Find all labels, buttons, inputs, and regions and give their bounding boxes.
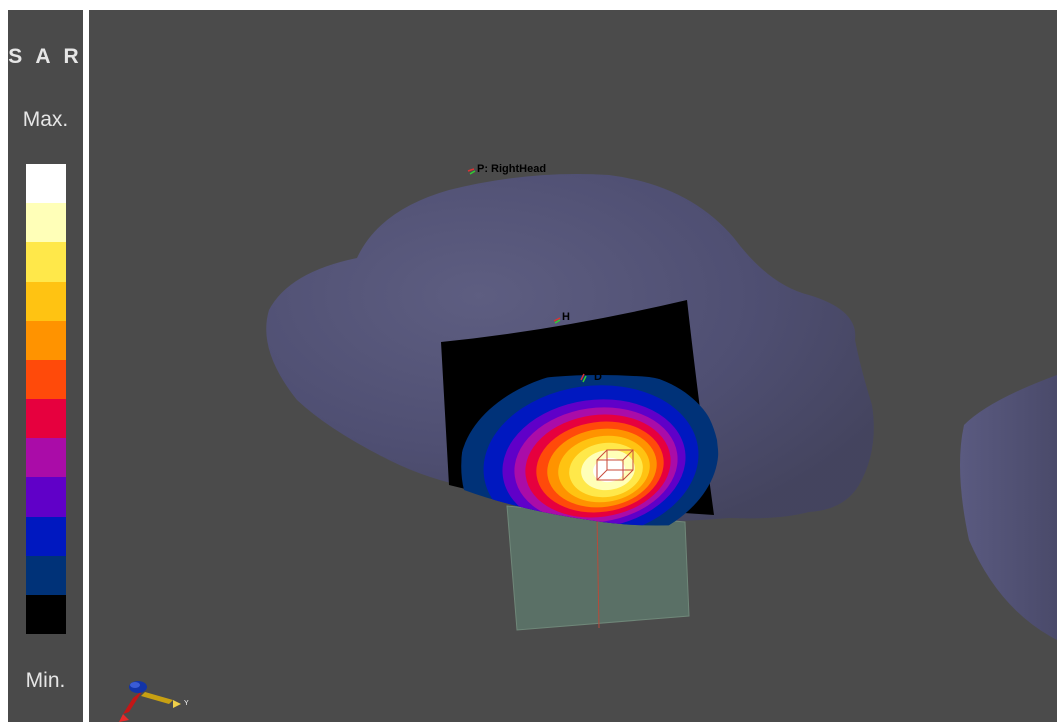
colorbar-swatch-5 xyxy=(26,359,66,400)
axis-triad-icon: Y xyxy=(119,681,189,722)
colorbar-swatch-3 xyxy=(26,281,66,321)
colorbar-swatch-4 xyxy=(26,320,66,360)
legend-max-label: Max. xyxy=(22,108,69,131)
axis-y-label: Y xyxy=(184,700,189,707)
sar-legend-panel: S A R Max. Min. xyxy=(8,10,83,722)
sar-colorbar xyxy=(26,164,66,635)
h-marker-label: H xyxy=(562,311,570,323)
device-axis-line xyxy=(596,514,600,629)
colorbar-swatch-11 xyxy=(26,594,66,635)
probe-wireframe xyxy=(596,449,634,481)
h-marker[interactable]: H xyxy=(553,311,570,324)
phantom-label: P: RightHead xyxy=(477,163,546,175)
legend-min-label: Min. xyxy=(25,669,66,692)
scene-canvas: P: RightHead H D Y xyxy=(119,163,1057,722)
panel-divider xyxy=(83,10,89,722)
colorbar-swatch-7 xyxy=(26,438,66,478)
legend-title: S A R xyxy=(8,45,83,68)
d-marker[interactable]: D xyxy=(580,371,602,383)
colorbar-swatch-10 xyxy=(26,555,66,595)
colorbar-swatch-9 xyxy=(26,516,66,556)
sar-hotspot xyxy=(461,375,719,526)
d-marker-label: D xyxy=(594,371,602,383)
phantom-marker[interactable]: P: RightHead xyxy=(467,163,546,175)
colorbar-swatch-2 xyxy=(26,242,66,282)
colorbar-swatch-1 xyxy=(26,203,66,243)
right-phantom-shape xyxy=(960,375,1057,640)
colorbar-swatch-6 xyxy=(26,399,66,439)
colorbar-swatch-0 xyxy=(26,164,66,204)
colorbar-swatch-8 xyxy=(26,477,66,517)
3d-viewport[interactable]: P: RightHead H D Y xyxy=(89,10,1057,722)
